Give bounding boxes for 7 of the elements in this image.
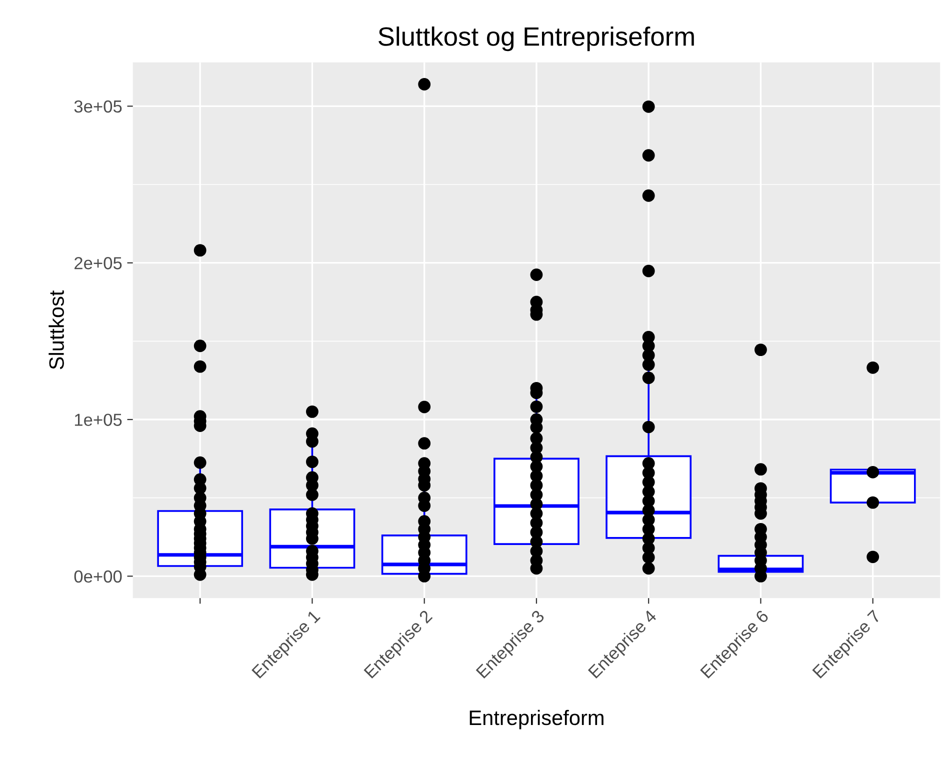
chart-title: Sluttkost og Entrepriseform bbox=[378, 26, 694, 52]
y-tick-label: 0e+00 bbox=[74, 570, 122, 583]
y-tick-label: 1e+05 bbox=[74, 414, 122, 426]
x-axis-title: Entrepriseform bbox=[470, 710, 604, 730]
y-tick-label: 3e+05 bbox=[74, 100, 122, 113]
y-tick-label: 2e+05 bbox=[74, 257, 122, 270]
y-axis-title: Sluttkost bbox=[48, 290, 64, 370]
